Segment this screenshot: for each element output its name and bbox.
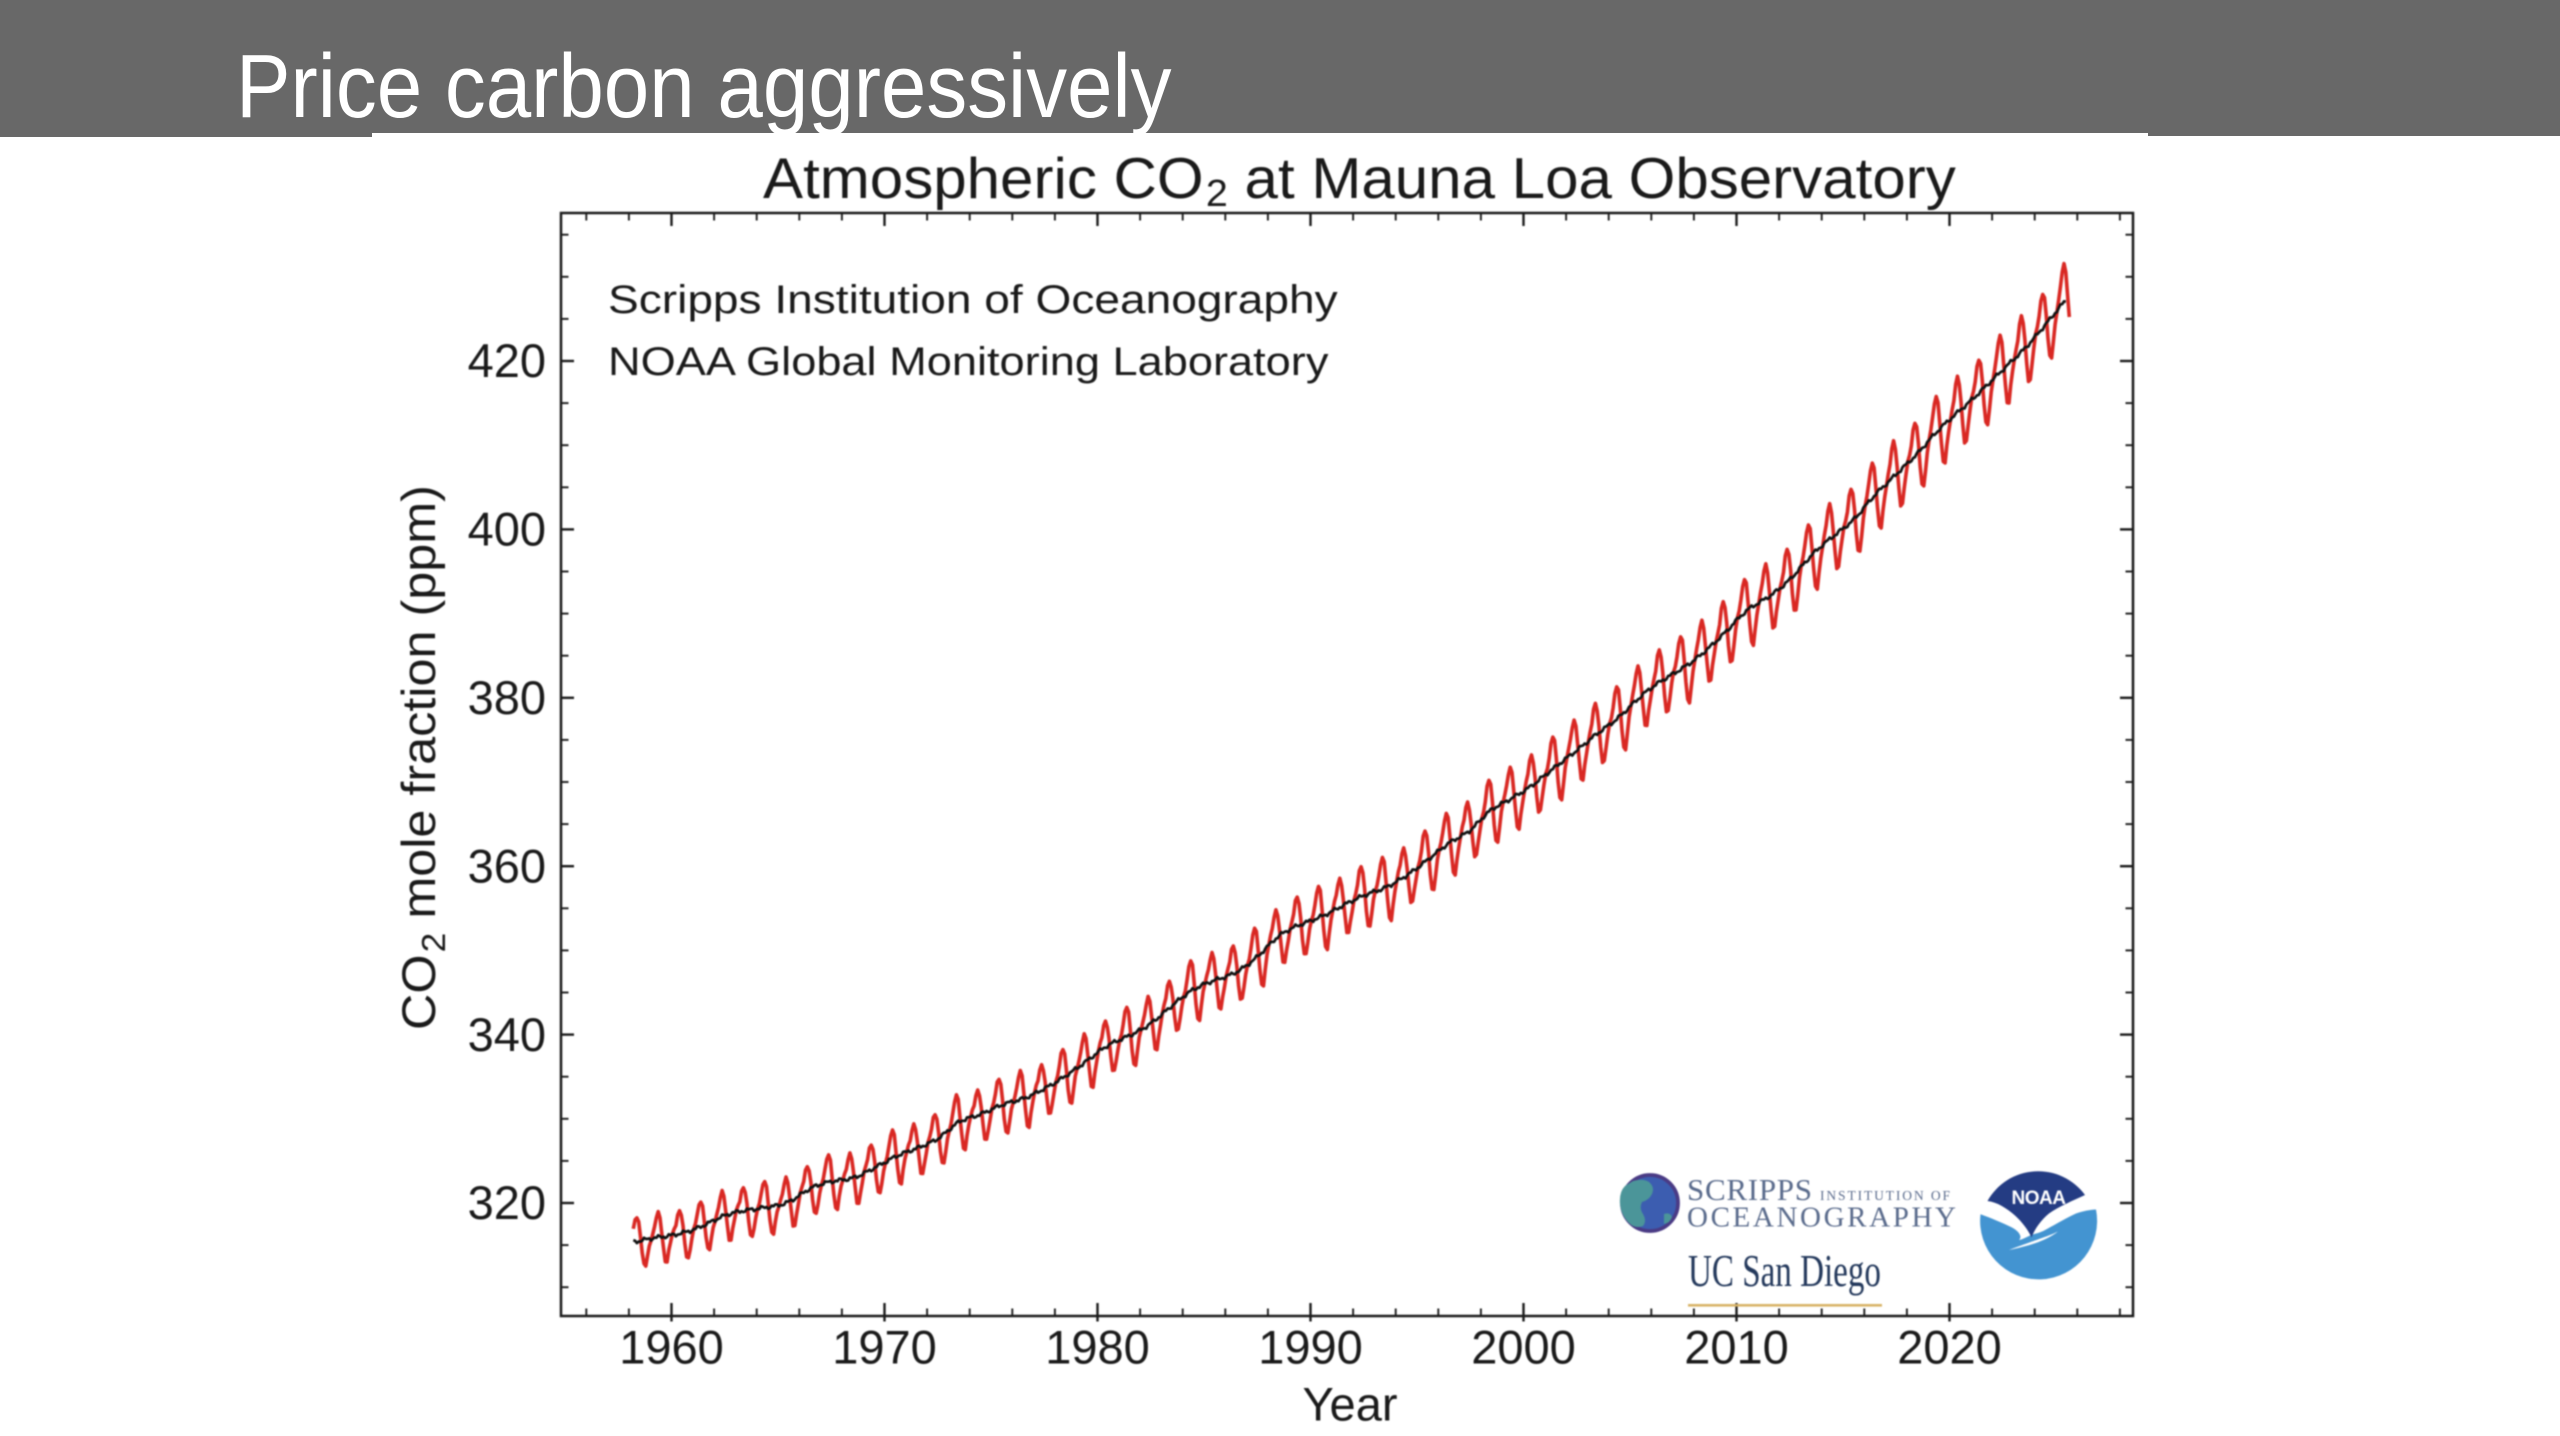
svg-text:Year: Year xyxy=(1303,1378,1398,1431)
svg-text:at Mauna Loa Observatory: at Mauna Loa Observatory xyxy=(1245,147,1957,211)
svg-text:360: 360 xyxy=(468,840,546,893)
svg-text:1970: 1970 xyxy=(832,1321,937,1374)
svg-text:Atmospheric CO: Atmospheric CO xyxy=(763,147,1204,211)
svg-text:SCRIPPS: SCRIPPS xyxy=(1687,1172,1812,1207)
svg-text:380: 380 xyxy=(468,671,546,724)
svg-text:400: 400 xyxy=(468,503,546,556)
svg-text:CO: CO xyxy=(394,954,446,1030)
svg-text:Scripps Institution of Oceanog: Scripps Institution of Oceanography xyxy=(608,278,1338,322)
svg-text:340: 340 xyxy=(468,1008,546,1061)
svg-text:NOAA Global Monitoring Laborat: NOAA Global Monitoring Laboratory xyxy=(608,339,1329,384)
svg-text:2: 2 xyxy=(416,933,453,953)
svg-text:2000: 2000 xyxy=(1471,1321,1576,1374)
svg-text:OCEANOGRAPHY: OCEANOGRAPHY xyxy=(1687,1202,1956,1234)
svg-text:mole fraction (ppm): mole fraction (ppm) xyxy=(394,485,446,919)
svg-text:UC San Diego: UC San Diego xyxy=(1688,1246,1881,1296)
svg-text:420: 420 xyxy=(468,334,546,387)
svg-text:320: 320 xyxy=(468,1176,546,1229)
svg-text:2010: 2010 xyxy=(1684,1321,1789,1374)
svg-text:INSTITUTION OF: INSTITUTION OF xyxy=(1820,1188,1950,1203)
svg-text:1990: 1990 xyxy=(1258,1321,1363,1374)
svg-text:1960: 1960 xyxy=(619,1321,724,1374)
svg-text:1980: 1980 xyxy=(1045,1321,1150,1374)
svg-text:2020: 2020 xyxy=(1897,1321,2002,1374)
svg-text:2: 2 xyxy=(1206,173,1228,215)
svg-text:NOAA: NOAA xyxy=(2012,1188,2067,1209)
